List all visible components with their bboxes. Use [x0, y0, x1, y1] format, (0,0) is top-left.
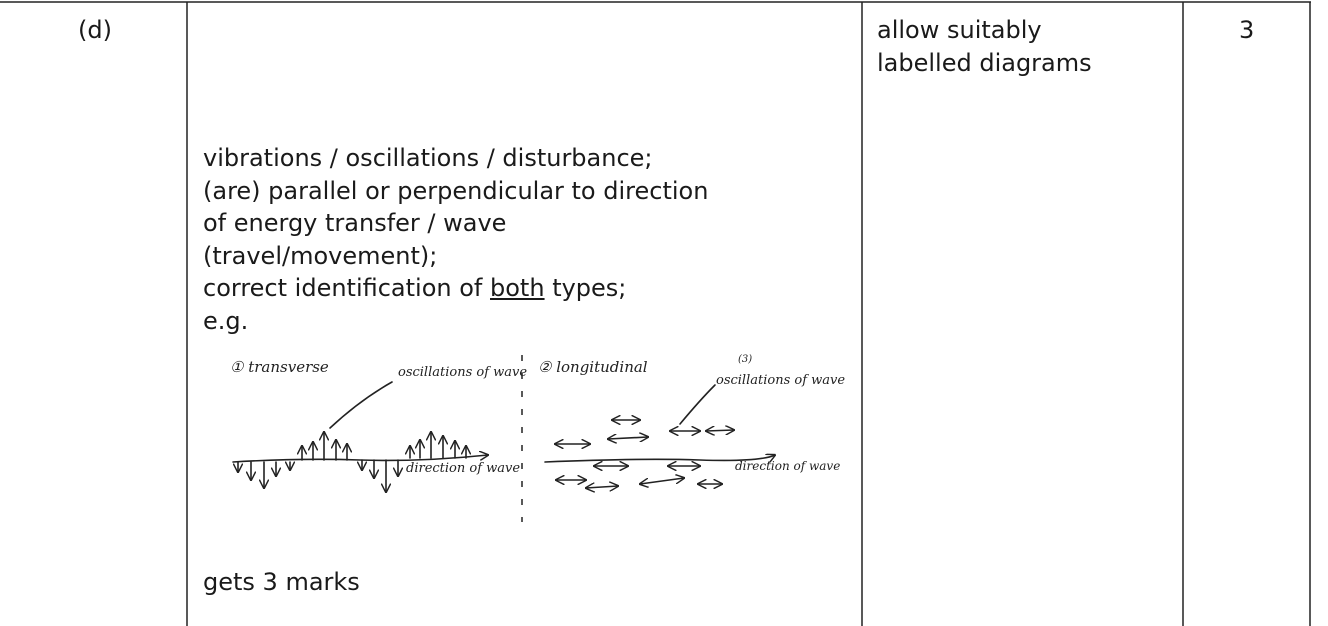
handwritten-diagram — [232, 355, 775, 522]
note-line: allow suitably — [877, 16, 1042, 44]
note-line: labelled diagrams — [877, 49, 1092, 77]
text: correct identification of — [203, 274, 491, 302]
answer-line: of energy transfer / wave — [203, 209, 507, 237]
part-label: (d) — [78, 16, 112, 44]
underlined-text: both — [490, 274, 545, 302]
answer-line: correct identification of both types; — [203, 272, 626, 304]
marks: 3 — [1239, 16, 1255, 44]
answer-line: (travel/movement); — [203, 242, 438, 270]
text: types; — [544, 274, 627, 302]
answer-footer: gets 3 marks — [203, 568, 360, 596]
example-label: e.g. — [203, 307, 249, 335]
answer-line: vibrations / oscillations / disturbance; — [203, 144, 653, 172]
answer-line: (are) parallel or perpendicular to direc… — [203, 177, 709, 205]
